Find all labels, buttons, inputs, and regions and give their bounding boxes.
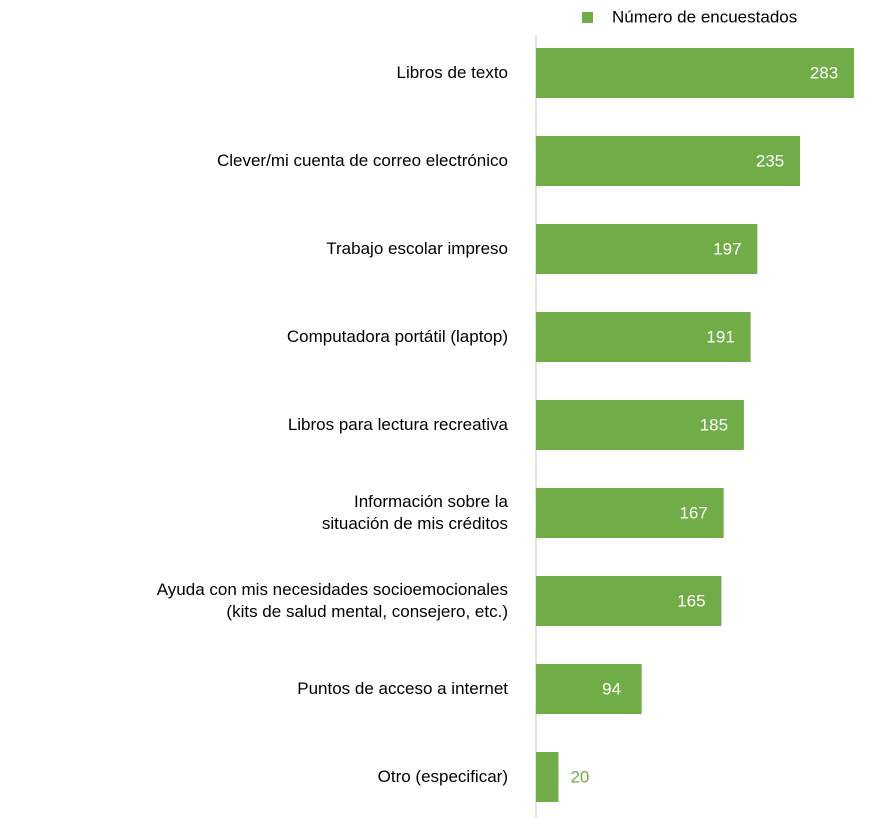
value-label: 191 xyxy=(706,327,734,346)
category-label: Otro (especificar) xyxy=(377,767,508,786)
value-label: 94 xyxy=(602,679,621,698)
legend-label: Número de encuestados xyxy=(612,7,797,26)
category-label: Puntos de acceso a internet xyxy=(297,679,508,698)
bar xyxy=(536,224,758,274)
value-label: 197 xyxy=(713,239,741,258)
category-label: Computadora portátil (laptop) xyxy=(286,327,508,346)
category-label: Ayuda con mis necesidades socioemocional… xyxy=(156,580,508,621)
value-label: 165 xyxy=(677,591,705,610)
bar xyxy=(536,48,854,98)
category-label: Libros para lectura recreativa xyxy=(287,415,508,434)
bar xyxy=(536,488,724,538)
bar xyxy=(536,312,751,362)
bar xyxy=(536,664,642,714)
value-label: 167 xyxy=(679,503,707,522)
bar xyxy=(536,400,744,450)
bar xyxy=(536,752,559,802)
value-label: 283 xyxy=(810,63,838,82)
legend-swatch xyxy=(582,12,593,23)
value-label: 235 xyxy=(756,151,784,170)
bar xyxy=(536,576,722,626)
category-label: Clever/mi cuenta de correo electrónico xyxy=(216,151,508,170)
value-label: 185 xyxy=(700,415,728,434)
value-label: 20 xyxy=(570,767,589,786)
category-label: Información sobre la situación de mis cr… xyxy=(321,492,508,533)
bar xyxy=(536,136,801,186)
category-label: Libros de texto xyxy=(396,63,508,82)
category-label: Trabajo escolar impreso xyxy=(326,239,508,258)
